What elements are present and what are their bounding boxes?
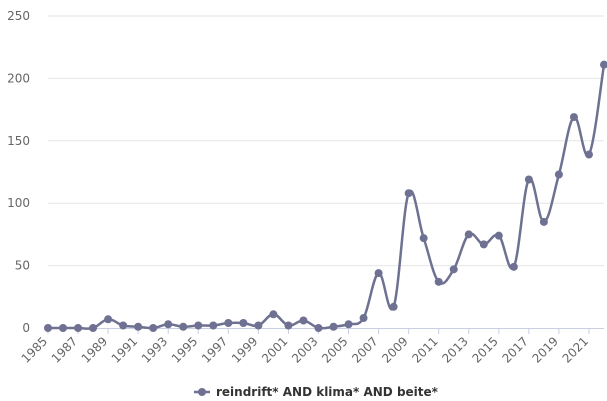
data-point[interactable] — [89, 324, 98, 332]
x-tick-label: 2001 — [259, 334, 290, 365]
data-point[interactable] — [344, 320, 353, 329]
data-point[interactable] — [254, 321, 263, 330]
data-point[interactable] — [494, 231, 503, 240]
data-point[interactable] — [119, 321, 128, 330]
x-tick-label: 2007 — [349, 334, 380, 365]
x-tick-label: 1985 — [19, 334, 50, 365]
x-tick-label: 1995 — [169, 334, 200, 365]
data-point[interactable] — [74, 324, 83, 332]
x-tick-label: 2019 — [530, 334, 561, 365]
data-point[interactable] — [359, 314, 368, 323]
x-tick-label: 2017 — [499, 334, 530, 365]
data-point[interactable] — [224, 319, 233, 328]
data-point[interactable] — [104, 315, 113, 324]
data-point[interactable] — [509, 262, 518, 271]
data-point[interactable] — [464, 230, 473, 239]
series-line — [48, 64, 606, 330]
data-point[interactable] — [434, 277, 443, 286]
data-point[interactable] — [479, 240, 488, 249]
y-tick-label: 150 — [7, 134, 30, 148]
data-point[interactable] — [269, 310, 278, 319]
data-point[interactable] — [299, 316, 308, 325]
x-tick-label: 2015 — [469, 334, 500, 365]
data-point[interactable] — [539, 217, 548, 226]
data-point[interactable] — [164, 320, 173, 329]
data-point[interactable] — [239, 319, 248, 328]
data-point[interactable] — [314, 324, 323, 332]
data-point[interactable] — [179, 322, 188, 331]
legend[interactable]: reindrift* AND klima* AND beite* — [194, 385, 439, 399]
data-point[interactable] — [569, 113, 578, 122]
data-point[interactable] — [134, 322, 143, 331]
legend-label: reindrift* AND klima* AND beite* — [216, 385, 439, 399]
x-tick-label: 2009 — [379, 334, 410, 365]
x-tick-label: 1999 — [229, 334, 260, 365]
data-point[interactable] — [600, 60, 607, 69]
data-point[interactable] — [584, 150, 593, 159]
data-point[interactable] — [194, 321, 203, 330]
data-point[interactable] — [419, 234, 428, 243]
data-point[interactable] — [59, 324, 68, 332]
x-tick-label: 2013 — [439, 334, 470, 365]
data-points — [44, 60, 607, 332]
y-tick-label: 50 — [15, 259, 30, 273]
x-tick-label: 1997 — [199, 334, 230, 365]
x-tick-label: 1991 — [109, 334, 140, 365]
data-point[interactable] — [449, 265, 458, 274]
data-point[interactable] — [554, 170, 563, 179]
data-point[interactable] — [149, 324, 158, 332]
x-tick-label: 1987 — [49, 334, 80, 365]
x-tick-label: 1989 — [79, 334, 110, 365]
y-tick-label: 0 — [22, 321, 30, 335]
x-tick-label: 1993 — [139, 334, 170, 365]
data-point[interactable] — [374, 269, 383, 278]
y-tick-label: 100 — [7, 196, 30, 210]
y-axis-tick-labels: 0 50 100 150 200 250 — [7, 9, 30, 335]
legend-marker — [198, 388, 206, 396]
data-point[interactable] — [389, 302, 398, 311]
data-point[interactable] — [524, 175, 533, 184]
data-point[interactable] — [209, 321, 218, 330]
x-tick-label: 2003 — [289, 334, 320, 365]
data-point[interactable] — [404, 189, 413, 198]
data-point[interactable] — [44, 324, 52, 332]
data-point[interactable] — [329, 322, 338, 331]
x-tick-label: 2011 — [409, 334, 440, 365]
y-tick-label: 250 — [7, 9, 30, 23]
x-tick-label: 2005 — [319, 334, 350, 365]
y-tick-label: 200 — [7, 71, 30, 85]
x-axis-tick-labels: 1985198719891991199319951997199920012003… — [19, 334, 591, 365]
x-tick-label: 2021 — [560, 334, 591, 365]
data-point[interactable] — [284, 321, 293, 330]
